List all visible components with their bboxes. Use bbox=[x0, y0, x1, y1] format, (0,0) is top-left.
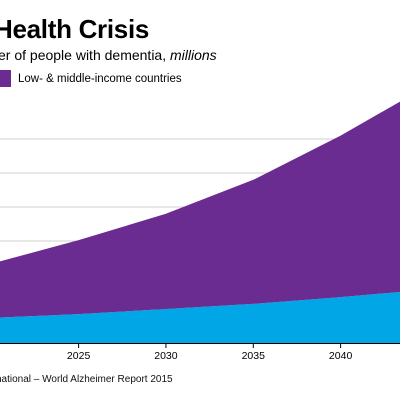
x-tick-label: 2040 bbox=[329, 350, 353, 362]
chart-subtitle: er of people with dementia, millions bbox=[0, 47, 217, 63]
chart-title: Health Crisis bbox=[0, 14, 150, 44]
x-tick-label: 2025 bbox=[67, 350, 91, 362]
source-note: national – World Alzheimer Report 2015 bbox=[0, 374, 173, 385]
x-tick-label: 2030 bbox=[154, 350, 178, 362]
subtitle-unit: millions bbox=[170, 47, 217, 63]
subtitle-text: er of people with dementia, bbox=[0, 47, 170, 63]
legend-label-low-middle-income: Low- & middle-income countries bbox=[18, 72, 182, 85]
legend: Low- & middle-income countries bbox=[0, 70, 182, 87]
x-tick-label: 2035 bbox=[242, 350, 266, 362]
area-series-1 bbox=[0, 292, 400, 343]
area-low-middle-income-countries bbox=[0, 101, 400, 318]
legend-swatch-low-middle-income bbox=[0, 70, 11, 87]
